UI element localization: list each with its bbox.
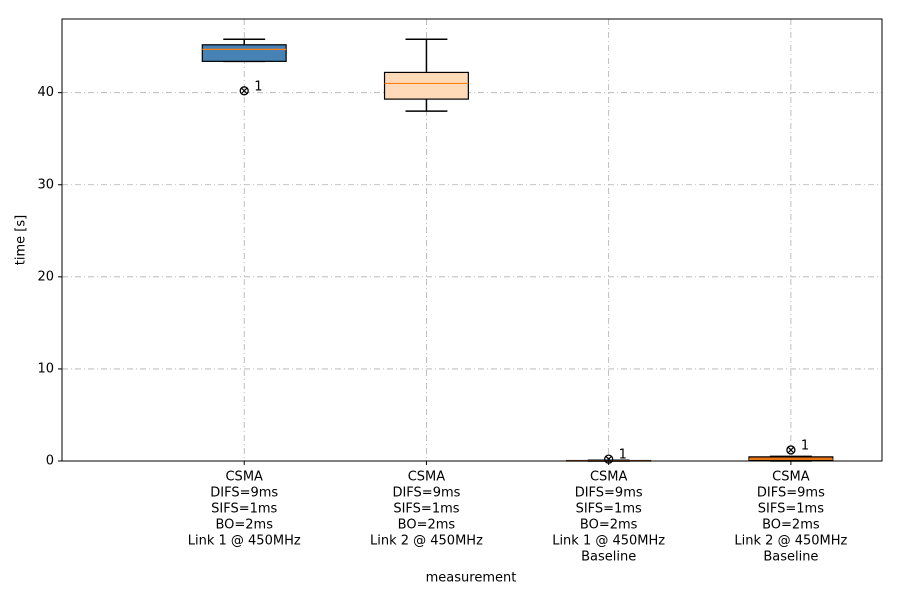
outlier-cross [240, 87, 248, 95]
x-tick-label: CSMA [225, 470, 263, 485]
x-tick-label: Baseline [763, 550, 818, 565]
y-tick-label: 40 [37, 85, 54, 100]
box [201, 44, 287, 62]
y-tick-label: 0 [46, 454, 54, 469]
x-tick-label: Link 2 @ 450MHz [734, 534, 847, 549]
outlier [239, 86, 249, 96]
x-tick-label: SIFS=1ms [758, 502, 824, 517]
y-axis-label: time [s] [14, 215, 29, 265]
x-tick-label: DIFS=9ms [210, 486, 278, 501]
x-tick-label: CSMA [408, 470, 446, 485]
box [383, 71, 469, 100]
x-tick-label: Link 1 @ 450MHz [552, 534, 665, 549]
x-tick-label: BO=2ms [762, 518, 820, 533]
x-tick-label: DIFS=9ms [757, 486, 825, 501]
y-tick-label: 20 [37, 269, 54, 284]
y-tick-label: 30 [37, 177, 54, 192]
x-tick-label: Link 2 @ 450MHz [370, 534, 483, 549]
x-tick-label: SIFS=1ms [211, 502, 277, 517]
outlier-label: 1 [619, 448, 627, 463]
outlier-label: 1 [254, 79, 262, 94]
x-tick-label: CSMA [590, 470, 628, 485]
x-tick-label: SIFS=1ms [576, 502, 642, 517]
plot-frame [61, 18, 883, 462]
outlier-label: 1 [801, 438, 809, 453]
x-tick-label: SIFS=1ms [393, 502, 459, 517]
x-tick-label: BO=2ms [398, 518, 456, 533]
x-tick-label: Link 1 @ 450MHz [188, 534, 301, 549]
y-tick-label: 10 [37, 361, 54, 376]
x-tick-label: DIFS=9ms [392, 486, 460, 501]
x-axis-label: measurement [426, 571, 517, 586]
x-tick-label: CSMA [772, 470, 810, 485]
outlier-cross [787, 446, 795, 454]
outlier [604, 454, 614, 464]
x-tick-label: BO=2ms [215, 518, 273, 533]
x-tick-label: DIFS=9ms [575, 486, 643, 501]
outlier [786, 445, 796, 455]
x-tick-label: Baseline [581, 550, 636, 565]
x-tick-label: BO=2ms [580, 518, 638, 533]
